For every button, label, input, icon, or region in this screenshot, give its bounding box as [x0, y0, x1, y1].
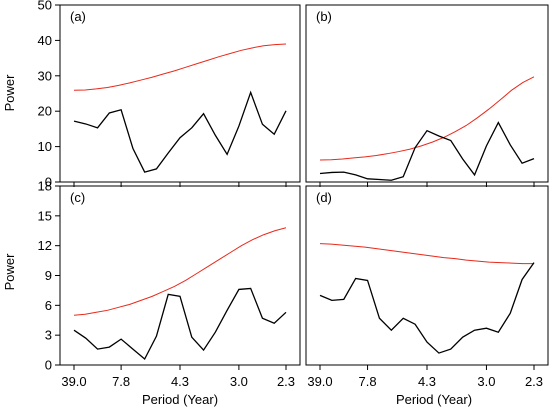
y-tick-label: 10: [38, 139, 52, 154]
significance-line: [319, 243, 534, 265]
x-axis-label-right: Period (Year): [396, 392, 472, 407]
observed-power-line: [319, 262, 535, 354]
x-tick-label: 4.3: [171, 374, 189, 389]
panel-label: (b): [316, 9, 332, 24]
y-tick-label: 0: [45, 175, 52, 190]
panel-frame: [59, 4, 301, 183]
panel-frame: [305, 185, 549, 366]
panel-a: (a) 0 10 20 30 40 50: [38, 0, 301, 190]
panel-b: (b): [305, 4, 549, 187]
y-axis-label-bottom: Power: [2, 253, 17, 291]
observed-power-line: [73, 90, 287, 173]
observed-power-line: [73, 287, 287, 361]
x-tick-label: 4.3: [418, 374, 436, 389]
y-tick-label: 40: [38, 33, 52, 48]
x-tick-label: 3.0: [477, 374, 495, 389]
y-tick-label: 6: [45, 298, 52, 313]
panel-frame: [59, 185, 301, 366]
y-tick-label: 30: [38, 68, 52, 83]
significance-line: [73, 227, 287, 316]
panels: (a) 0 10 20 30 40 50 (b) (c) 0 3 6 9 12 15 18 39.0 7.8 4.3…: [38, 0, 549, 389]
x-tick-label: 3.0: [230, 374, 248, 389]
y-axis-label-top: Power: [2, 74, 17, 112]
y-tick-label: 3: [45, 328, 52, 343]
x-tick-label: 2.3: [277, 374, 295, 389]
observed-power-line: [319, 121, 535, 181]
panel-label: (d): [316, 190, 332, 205]
x-tick-label: 7.8: [112, 374, 130, 389]
y-tick-label: 15: [38, 208, 52, 223]
panel-d: (d) 39.0 7.8 4.3 3.0 2.3: [305, 185, 549, 389]
significance-line: [319, 76, 535, 161]
y-tick-label: 12: [38, 238, 52, 253]
x-tick-label: 39.0: [61, 374, 86, 389]
panel-c: (c) 0 3 6 9 12 15 18 39.0 7.8 4.3 3.0 2.3: [38, 179, 301, 389]
y-tick-label: 20: [38, 104, 52, 119]
panel-label: (a): [70, 9, 86, 24]
x-axis-label-left: Period (Year): [142, 392, 218, 407]
panel-label: (c): [70, 190, 85, 205]
significance-line: [73, 43, 287, 91]
y-tick-label: 50: [38, 0, 52, 13]
y-tick-label: 18: [38, 179, 52, 194]
y-tick-label: 9: [45, 268, 52, 283]
panel-frame: [305, 4, 549, 183]
x-tick-label: 39.0: [307, 374, 332, 389]
x-tick-label: 2.3: [525, 374, 543, 389]
x-tick-label: 7.8: [359, 374, 377, 389]
y-tick-label: 0: [45, 358, 52, 373]
